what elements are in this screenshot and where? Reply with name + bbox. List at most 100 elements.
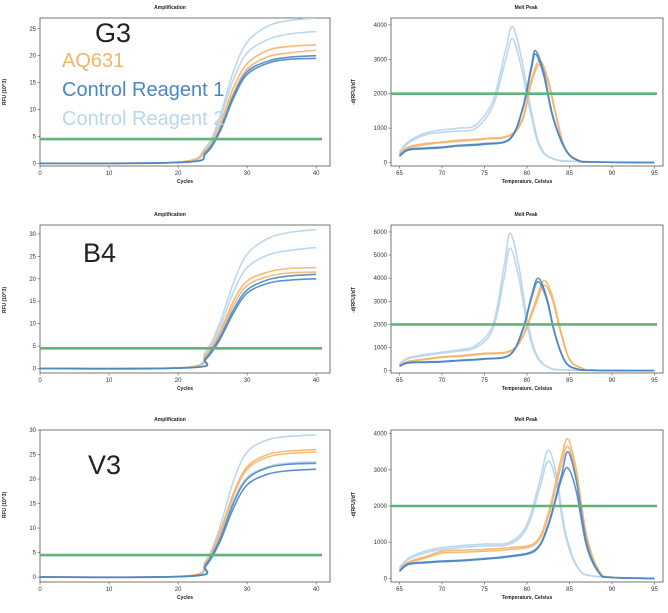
series-line — [399, 280, 655, 372]
y-tick-label: 1000 — [374, 126, 388, 132]
series-group — [399, 232, 655, 372]
y-tick-label: 25 — [29, 254, 36, 260]
chart-title: Melt Peak — [514, 5, 537, 11]
y-tick-label: 15 — [29, 299, 36, 305]
y-axis-label: -d(RFU)/dT — [351, 79, 357, 105]
series-group — [40, 228, 317, 370]
x-tick-label: 40 — [313, 378, 320, 384]
x-tick-label: 30 — [244, 171, 251, 177]
y-tick-label: 3000 — [374, 299, 388, 305]
x-tick-label: 30 — [244, 587, 251, 593]
x-tick-label: 10 — [106, 587, 113, 593]
series-group — [40, 434, 317, 579]
x-tick-label: 70 — [439, 378, 446, 384]
y-tick-label: 0 — [384, 369, 388, 375]
x-axis-label: Temperature, Celsius — [502, 179, 553, 185]
x-tick-label: 75 — [481, 378, 488, 384]
chart-3: Amplification 0 10 20 30 40 0 5 10 15 20 25 30 Cycles… — [2, 212, 331, 392]
y-tick-label: 30 — [29, 232, 36, 238]
x-tick-label: 95 — [651, 171, 658, 177]
y-tick-label: 1000 — [374, 346, 388, 352]
y-tick-label: 15 — [29, 81, 36, 87]
series-group — [398, 25, 655, 164]
x-axis-label: Cycles — [177, 179, 193, 185]
x-tick-label: 80 — [524, 587, 531, 593]
legend-item: Control Reagent 2 — [62, 108, 224, 130]
x-axis-label: Temperature, Celsius — [502, 595, 553, 601]
y-tick-label: 6000 — [374, 230, 388, 236]
series-line — [399, 284, 655, 372]
chart-title: Melt Peak — [514, 212, 537, 218]
x-tick-label: 75 — [481, 587, 488, 593]
chart-1: Amplification 0 10 20 30 40 0 5 10 15 20 25 Cycles RF… — [2, 5, 331, 185]
x-tick-label: 70 — [439, 587, 446, 593]
y-tick-label: 2000 — [374, 92, 388, 98]
y-axis-label: -d(RFU)/dT — [351, 492, 357, 518]
y-tick-label: 20 — [29, 54, 36, 60]
x-axis-label: Cycles — [177, 386, 193, 392]
y-tick-label: 0 — [33, 367, 37, 373]
y-tick-label: 5 — [33, 344, 37, 350]
x-tick-label: 70 — [439, 171, 446, 177]
y-tick-label: 2000 — [374, 504, 388, 510]
y-tick-label: 4000 — [374, 23, 388, 29]
y-tick-label: 4000 — [374, 276, 388, 282]
x-tick-label: 10 — [106, 171, 113, 177]
y-tick-label: 0 — [33, 161, 37, 167]
x-tick-label: 40 — [313, 587, 320, 593]
series-line — [40, 468, 317, 578]
x-tick-label: 85 — [566, 171, 573, 177]
x-tick-label: 80 — [524, 378, 531, 384]
chart-title: Amplification — [154, 5, 186, 11]
series-line — [398, 37, 655, 164]
x-tick-label: 10 — [106, 378, 113, 384]
x-tick-label: 0 — [38, 587, 42, 593]
x-tick-label: 85 — [566, 378, 573, 384]
y-tick-label: 3000 — [374, 57, 388, 63]
y-tick-label: 5 — [33, 551, 37, 557]
y-tick-label: 0 — [384, 576, 388, 582]
chart-title: Amplification — [154, 212, 186, 218]
x-tick-label: 80 — [524, 171, 531, 177]
x-tick-label: 90 — [609, 378, 616, 384]
y-tick-label: 1000 — [374, 540, 388, 546]
y-tick-label: 0 — [33, 575, 37, 581]
y-axis-label: -d(RFU)/dT — [351, 287, 357, 313]
y-tick-label: 30 — [29, 428, 36, 434]
y-tick-label: 3000 — [374, 468, 388, 474]
panel-label-row3: V3 — [88, 450, 121, 480]
legend-item: Control Reagent 1 — [62, 79, 224, 101]
chart-title: Amplification — [154, 417, 186, 423]
chart-2: Melt Peak 65 70 75 80 85 90 95 0 1000 2000 3000 4000… — [351, 5, 664, 185]
y-tick-label: 20 — [29, 477, 36, 483]
y-axis-label: RFU (10^3) — [2, 79, 8, 106]
x-tick-label: 95 — [651, 587, 658, 593]
chart-title: Melt Peak — [514, 417, 537, 423]
chart-5: Amplification 0 10 20 30 40 0 5 10 15 20 25 30 Cycles… — [2, 417, 331, 601]
x-tick-label: 0 — [38, 171, 42, 177]
y-tick-label: 2000 — [374, 322, 388, 328]
series-line — [398, 445, 655, 580]
x-tick-label: 20 — [175, 378, 182, 384]
y-tick-label: 10 — [29, 526, 36, 532]
x-tick-label: 0 — [38, 378, 42, 384]
y-tick-label: 15 — [29, 502, 36, 508]
y-tick-label: 25 — [29, 453, 36, 459]
series-line — [398, 460, 655, 580]
y-tick-label: 5 — [33, 134, 37, 140]
y-tick-label: 4000 — [374, 432, 388, 438]
x-tick-label: 20 — [175, 171, 182, 177]
x-tick-label: 90 — [609, 587, 616, 593]
chart-6: Melt Peak 65 70 75 80 85 90 95 0 1000 2000 3000 4000… — [351, 417, 664, 601]
plot-frame — [390, 224, 664, 374]
legend-item: AQ631 — [62, 50, 124, 72]
x-tick-label: 90 — [609, 171, 616, 177]
x-tick-label: 65 — [396, 378, 403, 384]
y-axis-label: RFU (10^3) — [2, 287, 8, 314]
x-tick-label: 30 — [244, 378, 251, 384]
chart-4: Melt Peak 65 70 75 80 85 90 95 0 1000 2000 3000 4000… — [351, 212, 664, 392]
x-tick-label: 65 — [396, 171, 403, 177]
panel-label-row2: B4 — [83, 238, 116, 268]
x-tick-label: 85 — [566, 587, 573, 593]
